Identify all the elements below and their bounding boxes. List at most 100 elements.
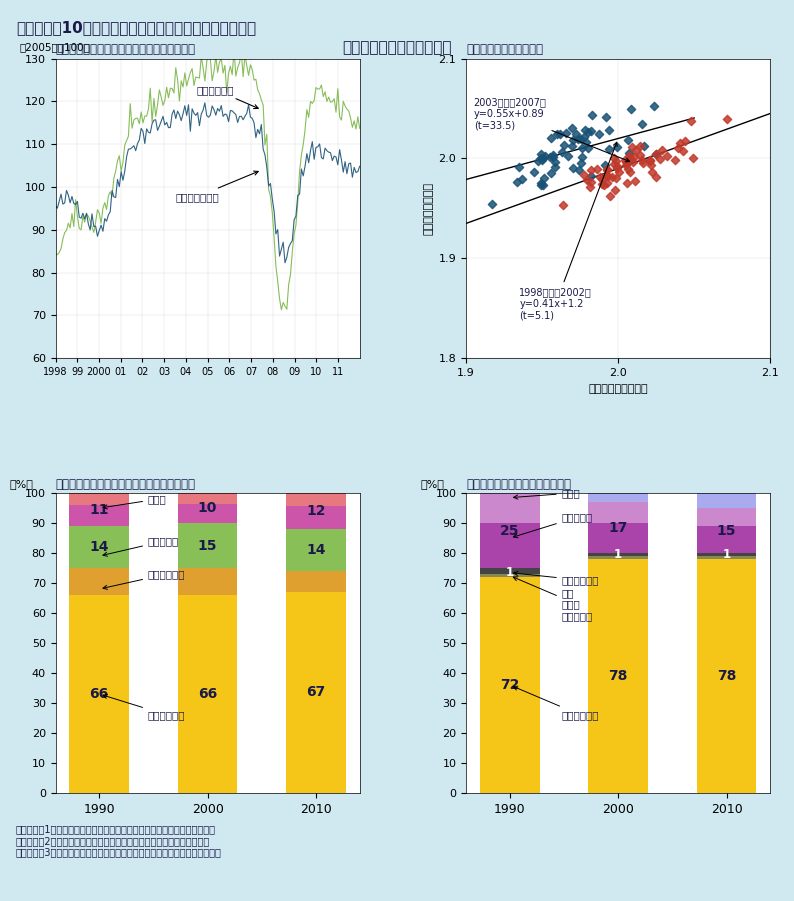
Text: 輸出数量指数: 輸出数量指数 — [197, 85, 258, 109]
Point — [645, 158, 657, 172]
Point — [547, 148, 560, 162]
Point — [576, 141, 588, 155]
Point — [629, 174, 642, 188]
Point — [546, 150, 559, 165]
Bar — [480, 569, 540, 574]
Point — [630, 143, 642, 158]
Y-axis label: 輸出数量（対数）: 輸出数量（対数） — [423, 182, 433, 235]
Bar — [696, 508, 757, 526]
Bar — [588, 553, 648, 556]
Point — [635, 152, 648, 167]
Point — [599, 158, 611, 172]
Bar — [178, 504, 237, 523]
Point — [579, 134, 592, 149]
Bar — [588, 493, 648, 502]
Point — [532, 154, 545, 168]
Point — [644, 153, 657, 168]
Point — [650, 147, 663, 161]
Point — [626, 155, 639, 169]
Text: （３）生産（付加価値額）の財別内訳の推移: （３）生産（付加価値額）の財別内訳の推移 — [56, 478, 195, 491]
Text: 15: 15 — [198, 539, 218, 552]
Bar — [480, 523, 540, 569]
Point — [638, 139, 650, 153]
Text: 第１－１－10図　鉱工業生産指数と輸出数量指数の連動: 第１－１－10図 鉱工業生産指数と輸出数量指数の連動 — [16, 20, 256, 35]
Bar — [480, 577, 540, 793]
Point — [581, 173, 594, 187]
Point — [554, 126, 567, 141]
Bar — [178, 569, 237, 595]
Text: 17: 17 — [608, 521, 628, 534]
Text: 78: 78 — [608, 669, 628, 683]
Bar — [286, 505, 346, 529]
Point — [610, 154, 622, 168]
Point — [592, 127, 605, 141]
Point — [584, 162, 597, 177]
Point — [601, 163, 614, 177]
Point — [534, 147, 547, 161]
Bar — [588, 560, 648, 793]
Text: （2005年＝100）: （2005年＝100） — [19, 42, 90, 52]
Point — [643, 154, 656, 168]
Point — [619, 158, 632, 172]
Point — [535, 176, 548, 190]
Text: 生産と輸出の連動が高まる: 生産と輸出の連動が高まる — [342, 41, 452, 56]
Point — [585, 169, 598, 184]
Bar — [696, 560, 757, 793]
Point — [602, 168, 615, 183]
Point — [622, 132, 634, 147]
Point — [677, 144, 690, 159]
Text: 非耐久消費財: 非耐久消費財 — [514, 571, 599, 585]
Point — [598, 177, 611, 192]
Bar — [286, 592, 346, 793]
Point — [575, 132, 588, 146]
Point — [634, 148, 646, 162]
Point — [619, 152, 631, 167]
Point — [573, 162, 586, 177]
Point — [551, 127, 564, 141]
Point — [516, 172, 529, 187]
Point — [678, 133, 691, 148]
Point — [604, 189, 617, 204]
Point — [650, 169, 663, 184]
Point — [721, 112, 734, 126]
Point — [578, 168, 591, 183]
Point — [535, 152, 548, 167]
Point — [612, 165, 625, 179]
Text: （%）: （%） — [421, 479, 445, 489]
Point — [610, 161, 622, 176]
Bar — [696, 553, 757, 556]
Point — [636, 117, 649, 132]
Point — [669, 153, 681, 168]
Point — [610, 171, 622, 186]
Point — [620, 155, 633, 169]
Point — [562, 149, 575, 163]
Point — [626, 140, 638, 154]
Point — [581, 125, 594, 140]
Text: 66: 66 — [90, 687, 109, 701]
Point — [623, 149, 636, 163]
Point — [537, 177, 549, 192]
Point — [543, 150, 556, 165]
Point — [534, 151, 547, 166]
Point — [621, 162, 634, 177]
Point — [599, 110, 612, 124]
X-axis label: 鉱工業生産（対数）: 鉱工業生産（対数） — [588, 384, 648, 394]
Point — [528, 165, 541, 179]
Text: 11: 11 — [90, 503, 109, 516]
Point — [535, 177, 548, 192]
Point — [624, 102, 637, 116]
Point — [545, 131, 557, 145]
Point — [611, 159, 623, 173]
Text: 生産・資本財: 生産・資本財 — [103, 695, 186, 720]
Text: （%）: （%） — [10, 479, 34, 489]
Text: 生産・資本財: 生産・資本財 — [513, 687, 599, 720]
Bar — [480, 493, 540, 523]
Point — [567, 133, 580, 148]
Point — [653, 152, 666, 167]
Text: 建設財: 建設財 — [103, 494, 167, 509]
Text: 1: 1 — [723, 548, 730, 561]
Text: 14: 14 — [306, 543, 326, 557]
Bar — [696, 526, 757, 553]
Text: 非耐久消費財: 非耐久消費財 — [103, 569, 186, 589]
Text: 1: 1 — [506, 566, 514, 579]
